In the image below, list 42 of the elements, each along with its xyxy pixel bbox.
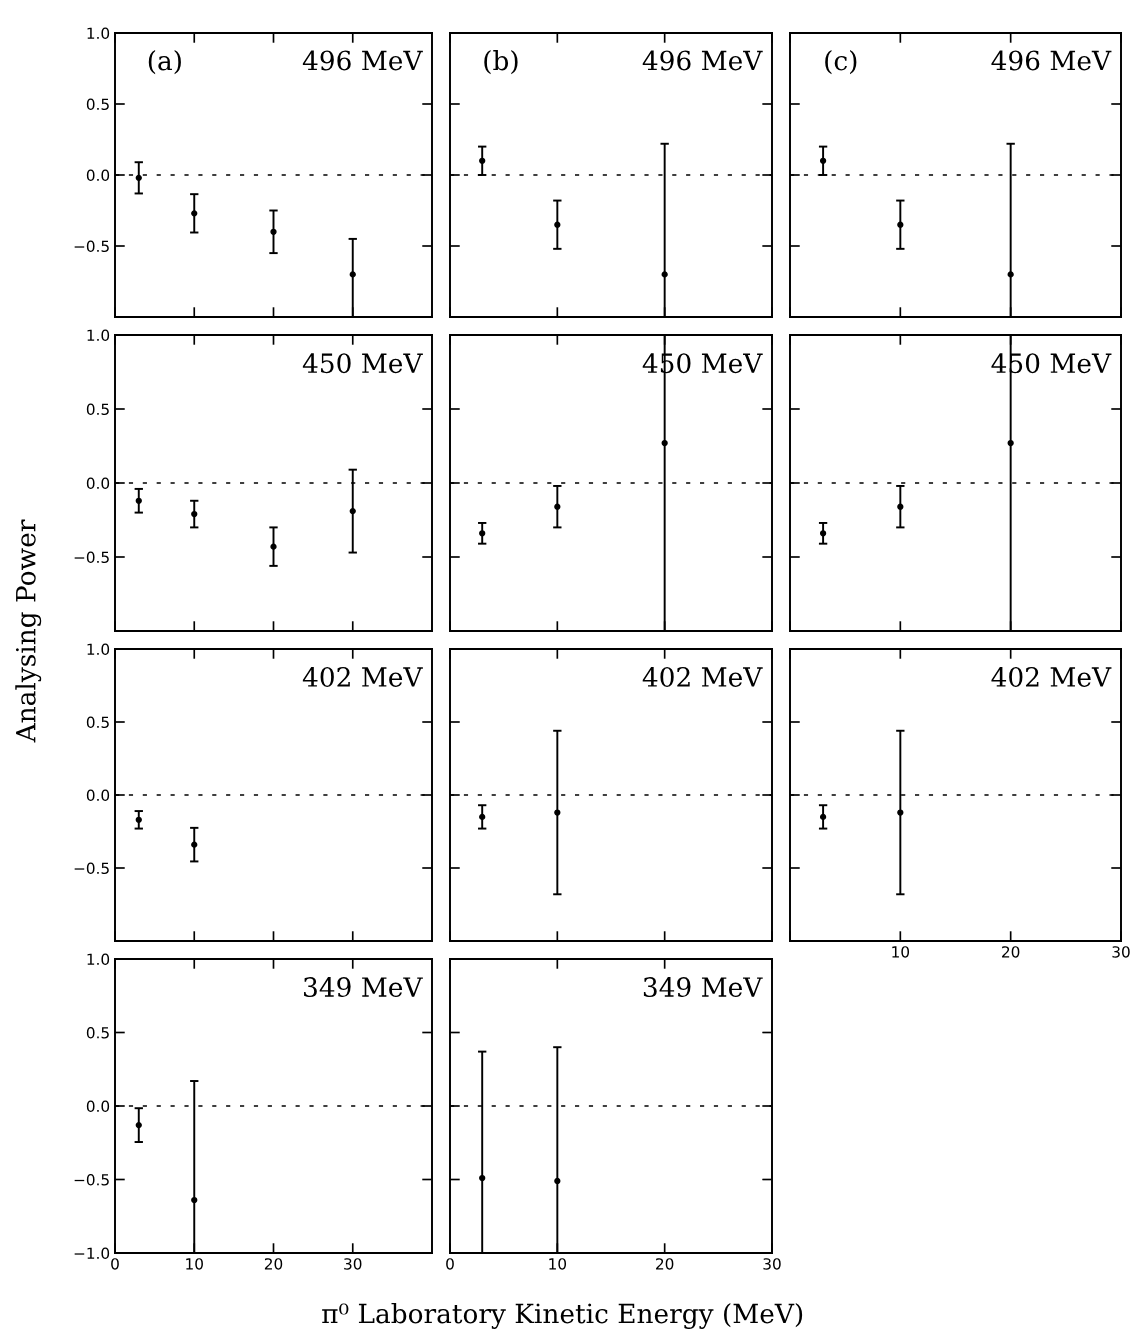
text: 496 MeV — [642, 50, 763, 71]
y-tick-label: 1.0 — [87, 27, 110, 40]
text: 402 MeV — [302, 666, 423, 687]
x-tick-label: 20 — [264, 1258, 283, 1270]
y-tick-label: 0.0 — [86, 477, 110, 490]
x-tick-label: 10 — [892, 946, 910, 958]
y-tick-label: 0.5 — [86, 403, 109, 416]
y-tick-label: −0.5 — [74, 862, 109, 875]
x-tick-label: 20 — [656, 1258, 674, 1270]
text: 496 MeV — [991, 50, 1112, 71]
x-axis-title: π⁰ Laboratory Kinetic Energy (MeV) — [322, 1302, 803, 1329]
x-tick-label: 10 — [549, 1258, 567, 1270]
y-tick-label: 0.5 — [86, 716, 109, 729]
text: 450 MeV — [302, 353, 423, 374]
x-tick-label: 0 — [111, 1258, 119, 1270]
y-tick-label: 1.0 — [87, 953, 110, 966]
y-tick-label: −1.0 — [74, 1247, 110, 1260]
y-tick-label: 0.5 — [86, 1026, 109, 1039]
y-tick-label: −0.5 — [74, 551, 109, 564]
y-tick-label: −0.5 — [74, 1173, 109, 1186]
annotation: (a) — [148, 50, 181, 75]
annotation: (c) — [825, 50, 857, 75]
y-tick-label: 1.0 — [87, 329, 110, 342]
text: 496 MeV — [302, 50, 423, 71]
y-tick-label: −0.5 — [74, 240, 109, 253]
text: 402 MeV — [642, 666, 763, 687]
x-tick-label: 10 — [186, 1258, 203, 1270]
annotation: (b) — [484, 50, 518, 75]
x-tick-label: 30 — [344, 1258, 362, 1270]
text: 349 MeV — [304, 977, 423, 998]
y-tick-label: 0.0 — [86, 169, 110, 182]
x-tick-label: 20 — [1002, 946, 1020, 958]
x-tick-label: 0 — [446, 1258, 454, 1270]
x-tick-label: 30 — [1112, 946, 1130, 958]
x-tick-label: 30 — [763, 1258, 781, 1270]
y-tick-label: 0.0 — [86, 789, 110, 802]
text: 402 MeV — [991, 666, 1112, 687]
text: 349 MeV — [643, 977, 763, 998]
y-axis-title: Analysing Power — [15, 519, 42, 743]
y-tick-label: 0.5 — [86, 98, 109, 111]
y-tick-label: 1.0 — [87, 643, 110, 656]
y-tick-label: 0.0 — [86, 1100, 110, 1113]
